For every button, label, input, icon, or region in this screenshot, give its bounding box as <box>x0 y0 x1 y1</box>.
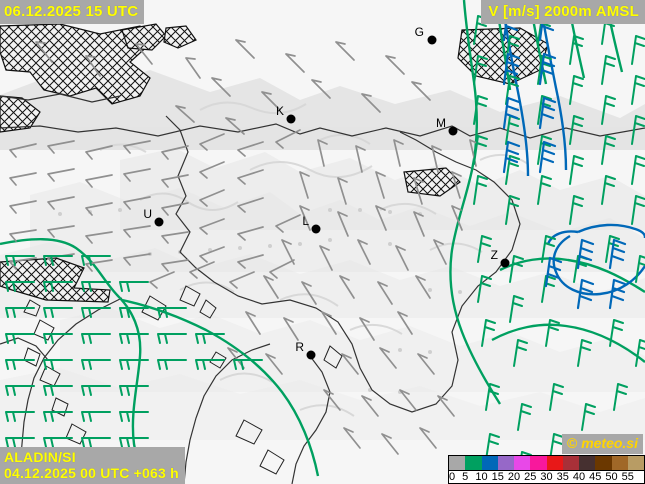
model-run-time: 04.12.2025 00 UTC +063 h <box>4 465 179 481</box>
city-marker: U <box>143 207 164 227</box>
svg-text:M: M <box>436 116 446 130</box>
colorbar-tick: 20 <box>507 471 521 483</box>
wind-barbs-mid <box>5 15 645 479</box>
colorbar-tick: 40 <box>572 471 586 483</box>
valid-time-banner: 06.12.2025 15 UTC <box>0 0 145 24</box>
svg-text:U: U <box>143 207 152 221</box>
model-name: ALADIN/SI <box>4 449 76 465</box>
field-title-banner: V [m/s] 2000m AMSL <box>481 0 645 24</box>
colorbar-swatch <box>465 456 482 470</box>
colorbar-tick: 10 <box>475 471 488 483</box>
city-marker: L <box>302 214 321 234</box>
colorbar-tick: 35 <box>556 471 569 483</box>
colorbar-swatches <box>448 455 645 470</box>
colorbar-swatch <box>530 456 547 470</box>
colorbar-swatch <box>497 456 514 470</box>
model-info-banner: ALADIN/SI 04.12.2025 00 UTC +063 h <box>0 447 185 484</box>
city-marker: G <box>415 25 437 45</box>
terrain-ridges <box>99 101 529 417</box>
colorbar-swatch <box>595 456 612 470</box>
colorbar-swatch <box>579 456 596 470</box>
colorbar-swatch <box>611 456 628 470</box>
svg-text:K: K <box>276 104 284 118</box>
watermark-label: meteo.si <box>581 435 638 452</box>
colorbar-tick: 45 <box>589 471 602 483</box>
coastline-islands <box>23 285 343 475</box>
colorbar-tick: 15 <box>491 471 504 483</box>
wind-barbs-high <box>502 8 627 310</box>
colorbar-tick: 0 <box>449 471 456 483</box>
city-marker: M <box>436 116 458 136</box>
colorbar-tick: 5 <box>462 471 469 483</box>
svg-text:Z: Z <box>491 248 498 262</box>
colorbar-tick: 30 <box>540 471 553 483</box>
colorbar-swatch <box>514 456 531 470</box>
svg-text:G: G <box>415 25 424 39</box>
wind-barbs-low <box>9 39 480 455</box>
svg-text:L: L <box>302 214 309 228</box>
colorbar-swatch <box>546 456 563 470</box>
copyright-icon: © <box>566 435 578 452</box>
colorbar-tick: 50 <box>605 471 618 483</box>
colorbar-swatch <box>449 456 466 470</box>
colorbar-swatch <box>627 456 644 470</box>
city-markers: G K M U L Z R <box>143 25 510 360</box>
city-marker: R <box>295 340 316 360</box>
colorbar-tick: 25 <box>524 471 537 483</box>
colorbar-tick: 55 <box>621 471 634 483</box>
meteo-si-watermark: © meteo.si <box>561 434 643 454</box>
city-marker: K <box>276 104 296 124</box>
colorbar-swatch <box>562 456 579 470</box>
svg-text:R: R <box>295 340 304 354</box>
city-marker: Z <box>491 248 510 268</box>
colorbar-swatch <box>481 456 498 470</box>
colorbar-tick-labels: 0 5 10 15 20 25 30 35 40 45 50 55 <box>448 470 645 484</box>
wind-speed-colorbar: 0 5 10 15 20 25 30 35 40 45 50 55 <box>448 455 645 484</box>
